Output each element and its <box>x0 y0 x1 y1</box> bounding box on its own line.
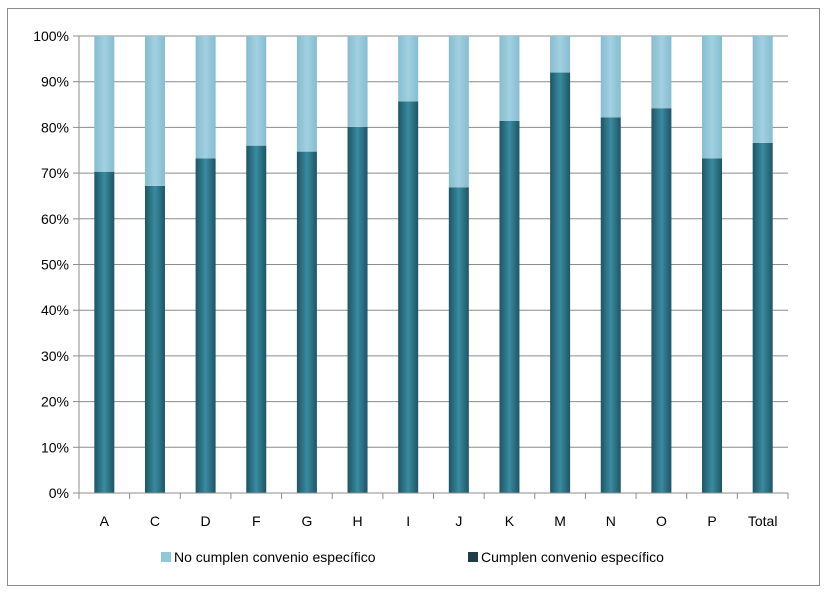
legend-label: No cumplen convenio específico <box>174 549 376 565</box>
x-tick-label: N <box>606 513 616 529</box>
x-tick-label: A <box>100 513 110 529</box>
bar-no-cumplen <box>296 36 317 152</box>
y-tick-label: 100% <box>33 28 69 44</box>
bars <box>94 36 773 494</box>
bar-cumplen <box>195 158 216 493</box>
bar-no-cumplen <box>702 36 723 159</box>
x-tick-label: G <box>301 513 312 529</box>
x-tick-label: H <box>352 513 362 529</box>
legend-label: Cumplen convenio específico <box>481 549 664 565</box>
x-tick-label: F <box>252 513 261 529</box>
x-tick-label: M <box>554 513 566 529</box>
y-tick-label: 80% <box>41 119 69 135</box>
bar-no-cumplen <box>651 36 672 109</box>
bar-cumplen <box>398 101 419 493</box>
bar-no-cumplen <box>144 36 165 186</box>
bar-no-cumplen <box>499 36 520 122</box>
y-tick-label: 20% <box>41 394 69 410</box>
y-tick-label: 0% <box>49 485 69 501</box>
y-tick-label: 10% <box>41 439 69 455</box>
bar-cumplen <box>651 108 672 494</box>
x-tick-label: O <box>656 513 667 529</box>
bar-cumplen <box>347 126 368 494</box>
legend-swatch <box>161 552 171 562</box>
bar-cumplen <box>448 187 469 493</box>
bar-cumplen <box>94 171 115 493</box>
x-tick-label: J <box>455 513 462 529</box>
axes: 0% 10% 20% 30% 40% 50% 60% 70% 80% 90% 100% A C D F G H I… <box>33 28 789 529</box>
bar-cumplen <box>296 151 317 493</box>
bar-no-cumplen <box>246 36 267 146</box>
y-tick-label: 60% <box>41 211 69 227</box>
legend-swatch <box>468 552 478 562</box>
y-tick-label: 70% <box>41 165 69 181</box>
bar-no-cumplen <box>752 36 773 143</box>
x-tick-label: Total <box>748 513 778 529</box>
bar-cumplen <box>246 145 267 493</box>
gridlines <box>79 35 788 448</box>
bar-cumplen <box>600 117 621 493</box>
bar-no-cumplen <box>600 36 621 118</box>
legend: No cumplen convenio específico Cumplen co… <box>161 549 664 565</box>
y-tick-label: 30% <box>41 348 69 364</box>
bar-no-cumplen <box>550 36 571 73</box>
bar-cumplen <box>499 121 520 493</box>
bar-cumplen <box>702 158 723 493</box>
bar-no-cumplen <box>448 36 469 188</box>
x-tick-label: K <box>505 513 515 529</box>
y-tick-label: 50% <box>41 257 69 273</box>
bar-cumplen <box>144 185 165 493</box>
bar-no-cumplen <box>195 36 216 159</box>
bar-cumplen <box>752 142 773 494</box>
y-tick-label: 90% <box>41 74 69 90</box>
y-tick-label: 40% <box>41 302 69 318</box>
x-tick-label: C <box>150 513 160 529</box>
x-tick-label: D <box>201 513 211 529</box>
bar-no-cumplen <box>94 36 115 172</box>
bar-cumplen <box>550 72 571 493</box>
x-tick-label: P <box>707 513 716 529</box>
x-tick-label: I <box>406 513 410 529</box>
bar-no-cumplen <box>398 36 419 102</box>
bar-no-cumplen <box>347 36 368 127</box>
